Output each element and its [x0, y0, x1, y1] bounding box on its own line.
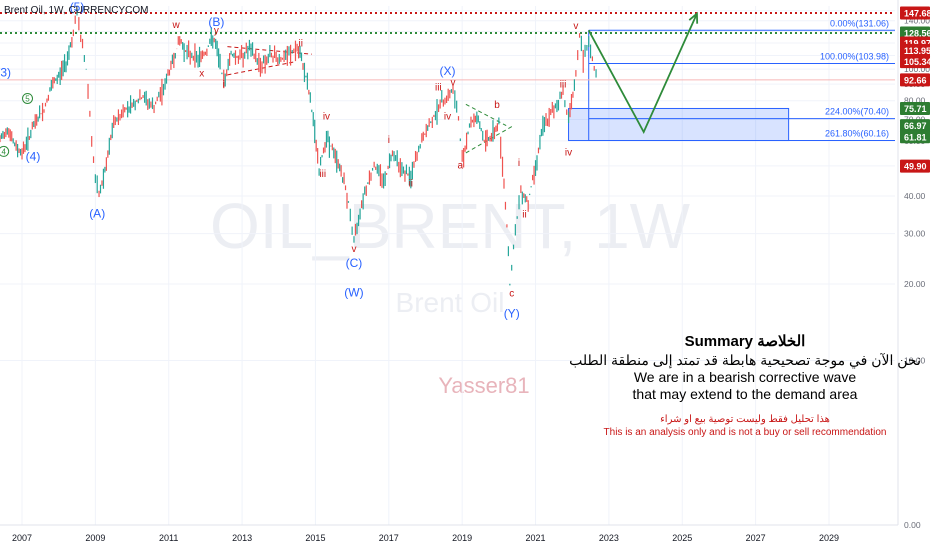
- price-tag-box: [900, 73, 930, 87]
- wave-label: v: [573, 21, 578, 32]
- wave-label: iii: [560, 79, 567, 90]
- wave-label: iii: [319, 169, 326, 180]
- price-tag-label: 92.66: [904, 75, 927, 85]
- price-tag-label: 75.71: [904, 104, 927, 114]
- time-axis-tick: 2029: [819, 533, 839, 543]
- price-axis-tick: 100.00: [904, 64, 930, 74]
- price-tag-label: 147.68: [904, 9, 932, 19]
- wave-label: i: [388, 135, 390, 146]
- summary-english-line-1: We are in a bearish corrective wave: [633, 369, 857, 385]
- time-axis-tick: 2013: [232, 533, 252, 543]
- price-tag-box: [900, 26, 930, 40]
- wave-label: (Y): [504, 306, 520, 320]
- wave-label: ii: [299, 39, 303, 50]
- wave-label: (5): [70, 0, 85, 14]
- price-tag-label: 105.34: [904, 57, 932, 67]
- price-tag-label: 49.90: [904, 162, 927, 172]
- wave-label: ii: [409, 178, 413, 189]
- price-tag-box: [900, 159, 930, 173]
- price-tag-box: [900, 119, 930, 133]
- disclaimer-english: This is an analysis only and is not a bu…: [603, 427, 887, 438]
- price-tag-box: [900, 43, 930, 57]
- time-axis-tick: 2019: [452, 533, 472, 543]
- fib-level-label: 100.00%(103.98): [820, 52, 889, 62]
- price-tag-label: 128.56: [904, 29, 932, 39]
- price-axis-tick: 10.00: [904, 355, 926, 365]
- summary-box: Summary الخلاصة نحن الآن في موجة تصحيحية…: [560, 332, 930, 439]
- projection-arrowhead: [688, 11, 699, 24]
- price-tag-box: [900, 101, 930, 115]
- triangle-trendline: [227, 61, 294, 76]
- wave-label: a: [458, 161, 464, 172]
- price-axis-tick: 80.00: [904, 96, 926, 106]
- wave-label: y: [214, 26, 219, 37]
- summary-arabic: نحن الآن في موجة تصحيحية هابطة قد تمتد إ…: [569, 352, 921, 368]
- wave-label-circle: [22, 92, 34, 104]
- price-axis-tick: 20.00: [904, 279, 926, 289]
- price-tag-box: [900, 130, 930, 144]
- watermark-author: Yasser81: [438, 373, 529, 398]
- summary-title: Summary الخلاصة: [684, 333, 806, 350]
- price-tag-label: 66.97: [904, 121, 927, 131]
- price-axis-tick: 40.00: [904, 191, 926, 201]
- price-tag-label: 119.97: [904, 39, 931, 49]
- price-tag-label: 113.95: [904, 46, 931, 56]
- watermark-symbol: OIL_BRENT, 1W: [210, 190, 691, 262]
- triangle-trendline: [465, 103, 507, 127]
- wave-label: c: [509, 288, 514, 299]
- time-axis-tick: 2007: [12, 533, 32, 543]
- wave-label: i: [518, 158, 520, 169]
- triangle-trendline: [465, 125, 514, 154]
- time-axis-tick: 2009: [85, 533, 105, 543]
- wave-label: iv: [323, 111, 330, 122]
- wave-label: (A): [89, 206, 105, 220]
- symbol-title: Brent Oil, 1W, CURRENCYCOM: [4, 5, 148, 16]
- wave-label: 4: [1, 147, 6, 156]
- price-tag-box: [900, 55, 930, 69]
- watermark-name: Brent Oil: [396, 287, 505, 318]
- fib-level-label: 224.00%(70.40): [825, 107, 889, 117]
- wave-label: (W): [344, 285, 363, 299]
- fib-level-label: 0.00%(131.06): [830, 18, 889, 28]
- summary-english-line-2: that may extend to the demand area: [632, 386, 858, 402]
- wave-label: x: [199, 68, 204, 79]
- wave-label: iv: [565, 147, 572, 158]
- time-axis-tick: 2017: [379, 533, 399, 543]
- wave-label: ii: [522, 209, 526, 220]
- wave-label: (C): [346, 256, 363, 270]
- time-axis-tick: 2023: [599, 533, 619, 543]
- wave-label: b: [494, 100, 500, 111]
- wave-label: i: [223, 79, 225, 90]
- wave-label-circle: [0, 145, 10, 157]
- demand-zone: [568, 107, 790, 142]
- projection-path: [587, 13, 698, 135]
- wave-label: (B): [208, 15, 224, 29]
- time-axis-tick: 2027: [746, 533, 766, 543]
- wave-label: v: [451, 78, 456, 89]
- wave-label: iv: [444, 111, 451, 122]
- time-axis-tick: 2021: [526, 533, 546, 543]
- disclaimer-arabic: هذا تحليل فقط وليست توصية بيع او شراء: [660, 414, 830, 425]
- price-tag-box: [900, 6, 930, 20]
- time-axis-background: [0, 525, 898, 550]
- wave-label: iii: [435, 83, 442, 94]
- wave-label: (X): [440, 64, 456, 78]
- wave-label: (3): [0, 65, 11, 79]
- wave-label: (4): [26, 150, 41, 164]
- price-axis-tick: 0.00: [904, 520, 921, 530]
- price-axis-tick: 30.00: [904, 229, 926, 239]
- wave-label: w: [171, 20, 180, 31]
- wave-label: v: [351, 244, 356, 255]
- time-axis-tick: 2015: [305, 533, 325, 543]
- time-axis-tick: 2011: [159, 533, 178, 543]
- time-axis-tick: 2025: [672, 533, 692, 543]
- fib-level-label: 261.80%(60.16): [825, 129, 889, 139]
- wave-label: 5: [25, 94, 30, 103]
- price-axis-background: [898, 0, 932, 550]
- price-axis-tick: 140.00: [904, 16, 930, 26]
- price-tag-label: 61.81: [904, 132, 927, 142]
